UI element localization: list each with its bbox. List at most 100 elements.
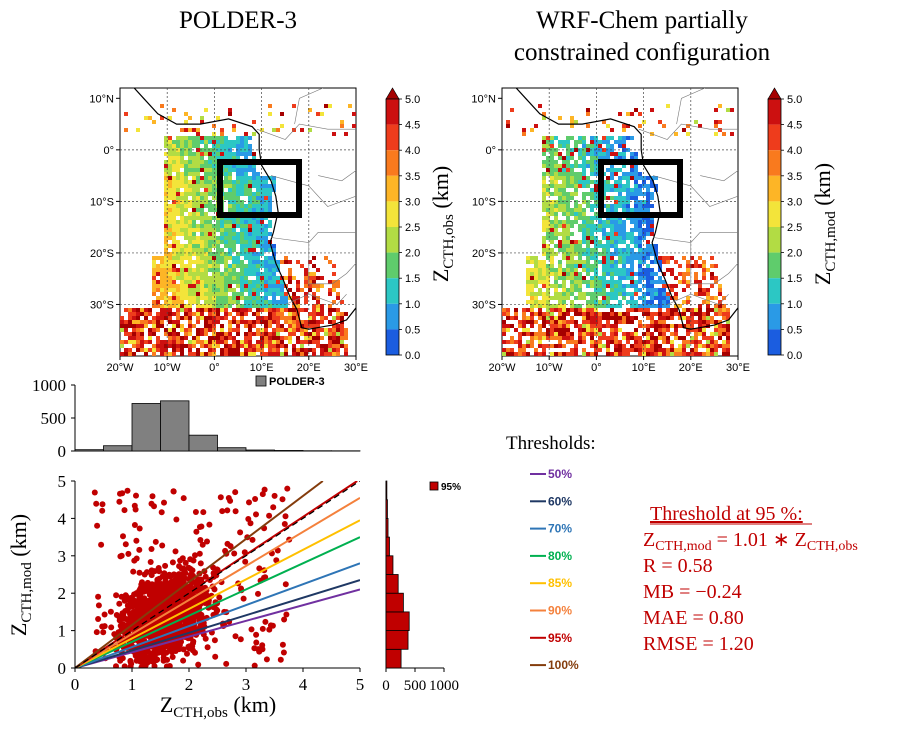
map-cell	[586, 192, 590, 196]
map-cell	[646, 176, 650, 180]
map-cell	[236, 328, 240, 332]
map-cell	[208, 200, 212, 204]
map-cell	[200, 160, 204, 164]
map-cell	[296, 300, 300, 304]
map-cell	[320, 336, 324, 340]
map-cell	[638, 192, 642, 196]
map-cell	[264, 308, 268, 312]
map-cell	[582, 216, 586, 220]
map-cell	[192, 272, 196, 276]
map-cell	[618, 112, 622, 116]
map-cell	[698, 332, 702, 336]
map-cell	[618, 340, 622, 344]
map-cell	[252, 304, 256, 308]
map-cell	[268, 104, 272, 108]
map-cell	[264, 256, 268, 260]
map-cell	[610, 328, 614, 332]
map-cell	[686, 344, 690, 348]
scatter-point	[91, 489, 98, 496]
map-cell	[662, 260, 666, 264]
map-cell	[566, 140, 570, 144]
map-cell	[296, 328, 300, 332]
map-cell	[264, 228, 268, 232]
map-cell	[172, 140, 176, 144]
map-cell	[590, 256, 594, 260]
map-cell	[538, 276, 542, 280]
map-cell	[196, 200, 200, 204]
map-cell	[678, 272, 682, 276]
map-cell	[690, 320, 694, 324]
map-cell	[204, 320, 208, 324]
map-cell	[216, 272, 220, 276]
map-cell	[634, 316, 638, 320]
map-cell	[152, 120, 156, 124]
map-cell	[248, 144, 252, 148]
map-cell	[566, 248, 570, 252]
map-cell	[264, 292, 268, 296]
map-cell	[646, 276, 650, 280]
map-cell	[622, 124, 626, 128]
map-cell	[176, 160, 180, 164]
map-cell	[610, 152, 614, 156]
map-cell	[244, 176, 248, 180]
map-cell	[554, 244, 558, 248]
map-cell	[674, 348, 678, 352]
map-cell	[614, 272, 618, 276]
map-cell	[164, 184, 168, 188]
map-cell	[232, 264, 236, 268]
map-cell	[682, 316, 686, 320]
map-cell	[562, 168, 566, 172]
map-cell	[296, 288, 300, 292]
map-cell	[506, 316, 510, 320]
map-cell	[132, 312, 136, 316]
map-cell	[224, 184, 228, 188]
map-cell	[324, 328, 328, 332]
map-cell	[618, 140, 622, 144]
map-cell	[184, 160, 188, 164]
map-cell	[156, 272, 160, 276]
map-cell	[650, 232, 654, 236]
map-cell	[184, 316, 188, 320]
map-cell	[196, 292, 200, 296]
map-cell	[622, 284, 626, 288]
map-cell	[264, 332, 268, 336]
map-cell	[224, 236, 228, 240]
map-cell	[188, 200, 192, 204]
map-cell	[646, 336, 650, 340]
map-cell	[244, 336, 248, 340]
map-cell	[618, 248, 622, 252]
map-cell	[208, 172, 212, 176]
map-cell	[200, 328, 204, 332]
map-cell	[244, 308, 248, 312]
map-cell	[176, 256, 180, 260]
map-cell	[566, 252, 570, 256]
map-cell	[702, 260, 706, 264]
map-cell	[280, 284, 284, 288]
map-cell	[590, 300, 594, 304]
map-cell	[188, 260, 192, 264]
map-cell	[256, 312, 260, 316]
map-cell	[308, 128, 312, 132]
map-cell	[324, 104, 328, 108]
map-cell	[586, 292, 590, 296]
histogram-bar	[131, 403, 161, 452]
map-cell	[172, 252, 176, 256]
map-cell	[204, 220, 208, 224]
map-cell	[248, 152, 252, 156]
map-cell	[192, 288, 196, 292]
map-cell	[132, 324, 136, 328]
map-cell	[558, 268, 562, 272]
map-cell	[196, 296, 200, 300]
map-cell	[558, 292, 562, 296]
map-cell	[530, 340, 534, 344]
map-cell	[530, 336, 534, 340]
map-cell	[530, 288, 534, 292]
map-cell	[682, 344, 686, 348]
scatter-point	[116, 600, 123, 607]
map-cell	[594, 228, 598, 232]
map-cell	[582, 208, 586, 212]
map-cell	[320, 344, 324, 348]
map-cell	[670, 288, 674, 292]
map-cell	[510, 340, 514, 344]
map-cell	[204, 196, 208, 200]
